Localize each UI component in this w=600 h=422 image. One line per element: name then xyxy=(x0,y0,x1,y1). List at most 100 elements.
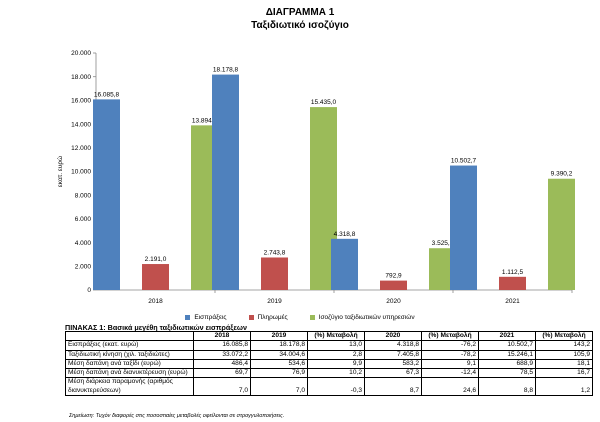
table-cell: 143,2 xyxy=(535,340,593,351)
y-tick-label: 16.000 xyxy=(71,98,91,105)
data-label: 792,9 xyxy=(385,273,402,280)
table-header-cell: (%) Μεταβολή xyxy=(421,330,479,342)
table-row-label: Μέση διάρκεια παραμονής (αριθμός διανυκτ… xyxy=(65,377,194,397)
legend-item-receipts: Εισπράξεις xyxy=(185,314,227,321)
table-cell: 9,1 xyxy=(421,358,479,370)
table-cell: 15.246,1 xyxy=(478,349,536,360)
x-tick-label: 2019 xyxy=(267,298,282,305)
bar xyxy=(93,99,120,290)
bar xyxy=(499,276,526,290)
table-cell: 24,6 xyxy=(421,377,479,397)
x-tick-label: 2021 xyxy=(505,298,520,305)
data-label: 2.191,0 xyxy=(145,256,167,263)
table-note: Σημείωση: Τυχόν διαφορές στις ποσοστιαίε… xyxy=(69,413,285,419)
diagram-title: ΔΙΑΓΡΑΜΜΑ 1 xyxy=(265,7,335,18)
y-tick-label: 6.000 xyxy=(75,216,92,223)
bar xyxy=(261,257,288,290)
bar xyxy=(450,165,477,290)
diagram-subtitle: Ταξιδιωτικό ισοζύγιο xyxy=(251,20,349,31)
table-cell: 486,4 xyxy=(193,358,251,370)
table-cell: -12,4 xyxy=(421,368,479,379)
legend-label-receipts: Εισπράξεις xyxy=(194,314,227,321)
table-cell: 78,5 xyxy=(478,368,536,379)
table-header-cell xyxy=(65,330,194,342)
table-cell: 13,0 xyxy=(307,340,365,351)
bar xyxy=(142,264,169,290)
bar-chart: 0 2.000 4.000 6.000 8.000 10.000 12.000 14.000 1… xyxy=(56,50,575,305)
y-tick-label: 12.000 xyxy=(71,145,91,152)
legend-label-payments: Πληρωμές xyxy=(257,314,288,321)
table-cell: 4.318,8 xyxy=(364,340,422,351)
y-tick-label: 18.000 xyxy=(71,74,91,81)
table-header-cell: 2021 xyxy=(478,330,536,342)
legend-item-balance: Ισοζύγιο ταξιδιωτικών υπηρεσιών xyxy=(309,314,415,321)
data-label: 9.390,2 xyxy=(551,171,573,178)
table-row-label: Ταξιδιωτική κίνηση (χιλ. ταξιδιώτες) xyxy=(65,349,194,360)
table-header-cell: 2019 xyxy=(250,330,308,342)
legend-swatch-payments xyxy=(248,315,254,320)
table-cell: -76,2 xyxy=(421,340,479,351)
data-label: 2.743,8 xyxy=(264,249,286,256)
data-label: 13.894,8 xyxy=(192,117,218,124)
x-tick-label: 2020 xyxy=(386,298,401,305)
table-title: ΠΙΝΑΚΑΣ 1: Βασικά μεγέθη ταξιδιωτικών ει… xyxy=(65,323,247,332)
table-cell: 34.004,6 xyxy=(250,349,308,360)
data-label: 10.502,7 xyxy=(451,158,477,165)
legend-label-balance: Ισοζύγιο ταξιδιωτικών υπηρεσιών xyxy=(318,314,415,321)
table-cell: 688,9 xyxy=(478,358,536,370)
table-cell: 8,7 xyxy=(364,377,422,397)
table-header-row: 2018 2019 (%) Μεταβολή 2020 (%) Μεταβολή… xyxy=(65,330,593,342)
table-header-cell: (%) Μεταβολή xyxy=(307,330,365,342)
table-cell: 105,9 xyxy=(535,349,593,360)
table-cell: 10.502,7 xyxy=(478,340,536,351)
data-label: 18.178,8 xyxy=(213,67,239,74)
table-row-label: Εισπράξεις (εκατ. ευρώ) xyxy=(65,340,194,351)
y-tick-label: 2.000 xyxy=(75,264,92,271)
table-row-label: Μέση δαπάνη ανά ταξίδι (ευρώ) xyxy=(65,358,194,370)
data-label: 15.435,0 xyxy=(311,99,337,106)
legend-swatch-receipts xyxy=(185,315,191,320)
table-cell: 33.072,2 xyxy=(193,349,251,360)
legend-item-payments: Πληρωμές xyxy=(248,314,288,321)
table-cell: 69,7 xyxy=(193,368,251,379)
y-tick-label: 4.000 xyxy=(75,240,92,247)
y-tick-label: 10.000 xyxy=(71,169,91,176)
table-row: Ταξιδιωτική κίνηση (χιλ. ταξιδιώτες) 33.… xyxy=(65,349,593,360)
data-label: 4.318,8 xyxy=(334,231,356,238)
table-row: Μέση δαπάνη ανά ταξίδι (ευρώ) 486,4 534,… xyxy=(65,358,593,370)
bar xyxy=(380,280,407,290)
table-cell: 16.085,8 xyxy=(193,340,251,351)
table-cell: 67,3 xyxy=(364,368,422,379)
table-cell: 16,7 xyxy=(535,368,593,379)
table-cell: 7,0 xyxy=(193,377,251,397)
data-label: 16.085,8 xyxy=(94,91,120,98)
table-header-cell: 2018 xyxy=(193,330,251,342)
table-row-label: Μέση δαπάνη ανά διανυκτέρευση (ευρώ) xyxy=(65,368,194,379)
table-cell: 7,0 xyxy=(250,377,308,397)
chart-legend: Εισπράξεις Πληρωμές Ισοζύγιο ταξιδιωτικώ… xyxy=(0,314,600,321)
y-tick-label: 0 xyxy=(87,287,91,294)
table-cell: 7.405,8 xyxy=(364,349,422,360)
table-row: Μέση δαπάνη ανά διανυκτέρευση (ευρώ) 69,… xyxy=(65,368,593,379)
bar xyxy=(331,238,358,290)
table-cell: 534,6 xyxy=(250,358,308,370)
table-cell: 1,2 xyxy=(535,377,593,397)
data-label: 1.112,5 xyxy=(502,269,524,276)
table-cell: 9,9 xyxy=(307,358,365,370)
legend-swatch-balance xyxy=(309,315,315,320)
x-tick-label: 2018 xyxy=(148,298,163,305)
y-tick-label: 20.000 xyxy=(71,50,91,57)
bar xyxy=(548,178,575,290)
table-cell: 18,1 xyxy=(535,358,593,370)
table-cell: -78,2 xyxy=(421,349,479,360)
table-cell: 583,2 xyxy=(364,358,422,370)
data-label: 3.525,9 xyxy=(432,240,454,247)
table-header-cell: 2020 xyxy=(364,330,422,342)
table-row: Εισπράξεις (εκατ. ευρώ) 16.085,8 18.178,… xyxy=(65,340,593,351)
table-cell: 76,9 xyxy=(250,368,308,379)
y-tick-label: 14.000 xyxy=(71,121,91,128)
bar xyxy=(212,74,239,290)
table-cell: 2,8 xyxy=(307,349,365,360)
table-cell: 18.178,8 xyxy=(250,340,308,351)
table-cell: 8,8 xyxy=(478,377,536,397)
